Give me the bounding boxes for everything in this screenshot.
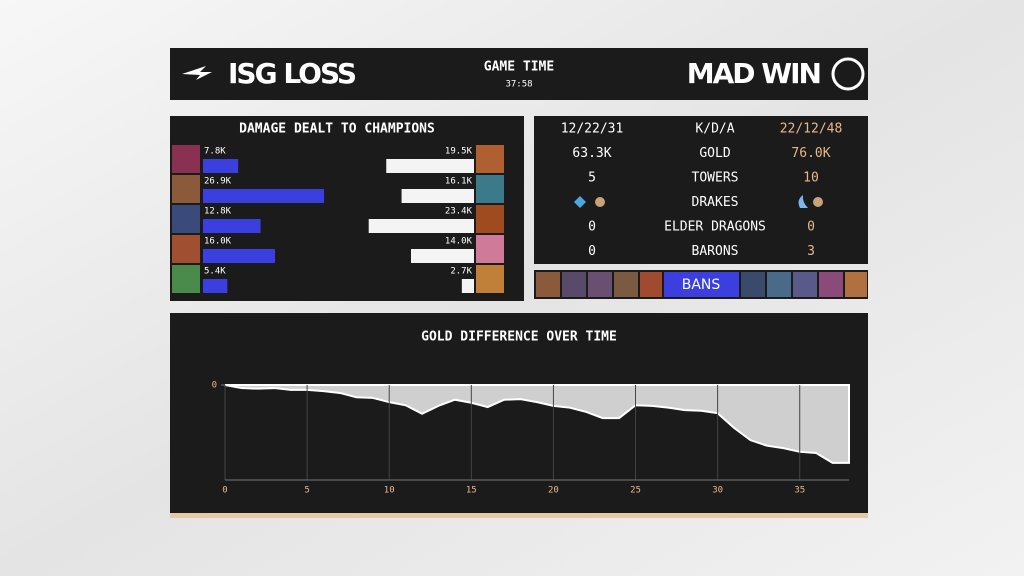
- x-tick-label: 35: [794, 486, 805, 496]
- drake-icon: [595, 197, 605, 207]
- damage-label: 23.4K: [445, 207, 473, 217]
- damage-bar: [203, 249, 275, 263]
- damage-label: 5.4K: [204, 267, 226, 277]
- champion-icon: [476, 205, 504, 233]
- stat-right: 10: [803, 171, 819, 186]
- ban-icon: [819, 272, 843, 297]
- x-tick-label: 5: [304, 486, 309, 496]
- drake-icon: [813, 197, 823, 207]
- ban-icons: [536, 272, 867, 297]
- damage-bar: [203, 189, 325, 203]
- ban-icon: [767, 272, 791, 297]
- right-team: MAD WIN: [687, 57, 820, 90]
- damage-title: DAMAGE DEALT TO CHAMPIONS: [239, 122, 435, 137]
- stat-right: 22/12/48: [780, 122, 843, 137]
- champion-icon: [476, 175, 504, 203]
- damage-bar: [461, 279, 474, 293]
- damage-bar: [386, 159, 474, 173]
- x-tick-label: 15: [466, 486, 477, 496]
- stat-left: 63.3K: [572, 146, 611, 161]
- left-team: ISG LOSS: [228, 57, 356, 90]
- stat-label: ELDER DRAGONS: [664, 220, 766, 235]
- champion-icon: [172, 265, 200, 293]
- ban-icon: [640, 272, 662, 297]
- damage-label: 26.9K: [204, 177, 232, 187]
- ban-icon: [793, 272, 817, 297]
- damage-bar: [368, 219, 474, 233]
- champion-icon: [172, 205, 200, 233]
- ban-icon: [562, 272, 586, 297]
- ban-icon: [741, 272, 765, 297]
- panel-accent: [170, 513, 868, 518]
- team-logo: [182, 66, 212, 80]
- stat-label: K/D/A: [695, 122, 734, 137]
- damage-label: 7.8K: [204, 147, 226, 157]
- damage-rows: 7.8K 19.5K 26.9K 16.1K 12.8K 23.4K 16.0K 14.0K 5…: [172, 145, 504, 293]
- stat-left: 0: [588, 220, 596, 235]
- ban-icon: [536, 272, 560, 297]
- drake-icon: [574, 196, 586, 208]
- game-time: 37:58: [505, 80, 532, 90]
- team-logo: [831, 57, 865, 91]
- bans-label: BANS: [682, 277, 721, 293]
- gold-chart: 0 5 10 15 20 25 30 35 0: [212, 381, 850, 496]
- damage-bar: [203, 159, 239, 173]
- ban-icon: [845, 272, 867, 297]
- damage-bar: [203, 219, 261, 233]
- champion-icon: [172, 235, 200, 263]
- x-tick-label: 25: [630, 486, 641, 496]
- stats-rows: 12/22/31 K/D/A 22/12/48 63.3K GOLD 76.0K 5 TOWE…: [561, 122, 843, 260]
- damage-label: 14.0K: [445, 237, 473, 247]
- x-tick-label: 20: [548, 486, 559, 496]
- chart-title: GOLD DIFFERENCE OVER TIME: [421, 330, 617, 345]
- x-tick-label: 30: [712, 486, 723, 496]
- stats-panel: [534, 116, 868, 264]
- stat-right: 76.0K: [791, 146, 830, 161]
- stat-right: 3: [807, 244, 815, 259]
- champion-icon: [172, 175, 200, 203]
- damage-panel: [170, 116, 524, 301]
- damage-label: 19.5K: [445, 147, 473, 157]
- ban-icon: [614, 272, 638, 297]
- header-bar: [170, 48, 868, 100]
- drake-icon: [798, 195, 808, 208]
- stat-right: 0: [807, 220, 815, 235]
- x-tick-label: 10: [384, 486, 395, 496]
- stat-label: BARONS: [692, 244, 739, 259]
- damage-label: 2.7K: [450, 267, 472, 277]
- stat-label: GOLD: [699, 146, 730, 161]
- stat-label: DRAKES: [692, 195, 739, 210]
- stat-left: 12/22/31: [561, 122, 624, 137]
- champion-icon: [476, 145, 504, 173]
- stat-left: 5: [588, 171, 596, 186]
- stat-label: TOWERS: [692, 171, 739, 186]
- bans-label-box: [664, 272, 739, 297]
- stat-left: 0: [588, 244, 596, 259]
- x-tick-label: 0: [222, 486, 227, 496]
- game-time-title: GAME TIME: [484, 60, 554, 75]
- damage-bar: [203, 279, 228, 293]
- damage-bar: [411, 249, 474, 263]
- champion-icon: [476, 265, 504, 293]
- y-tick-label: 0: [212, 381, 217, 391]
- damage-bar: [401, 189, 474, 203]
- champion-icon: [172, 145, 200, 173]
- damage-label: 16.1K: [445, 177, 473, 187]
- ban-icon: [588, 272, 612, 297]
- champion-icon: [476, 235, 504, 263]
- damage-label: 12.8K: [204, 207, 232, 217]
- damage-label: 16.0K: [204, 237, 232, 247]
